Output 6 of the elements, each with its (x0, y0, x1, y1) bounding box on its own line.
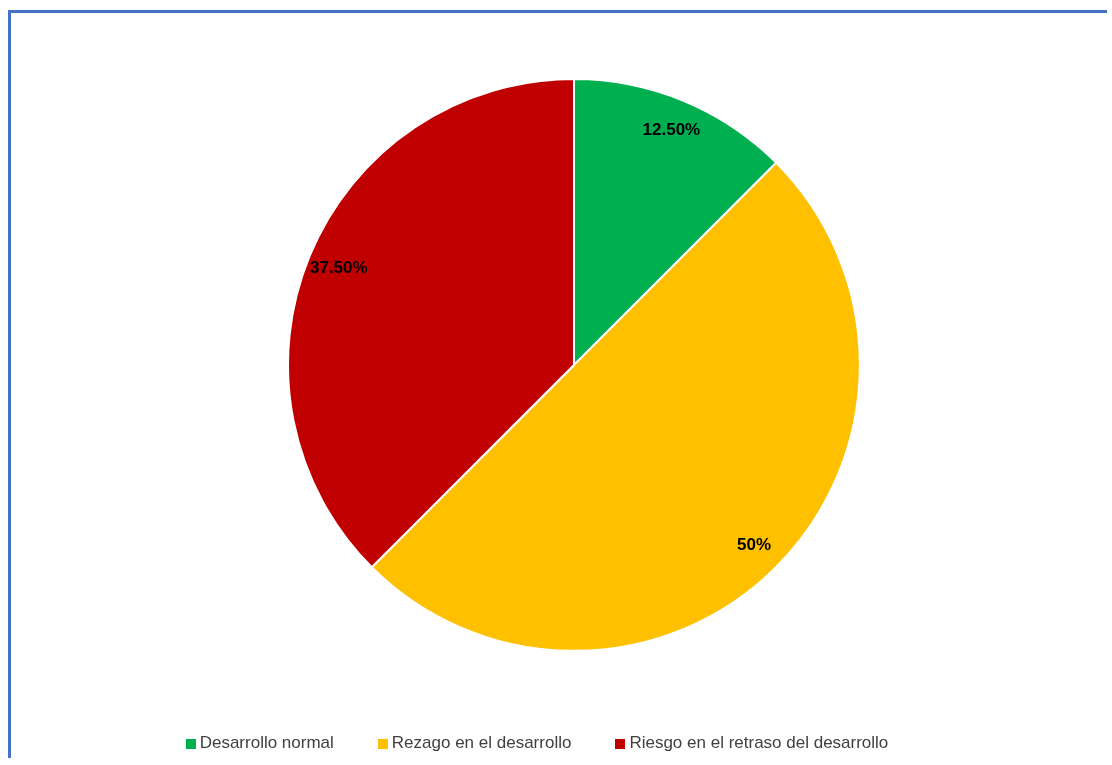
legend-label: Rezago en el desarrollo (391, 733, 572, 752)
data-label: 37.50% (310, 258, 368, 278)
legend-label: Riesgo en el retraso del desarrollo (629, 733, 889, 752)
data-label: 12.50% (642, 120, 701, 140)
data-label: 50% (736, 535, 771, 555)
legend-label: Desarrollo normal (199, 733, 334, 752)
